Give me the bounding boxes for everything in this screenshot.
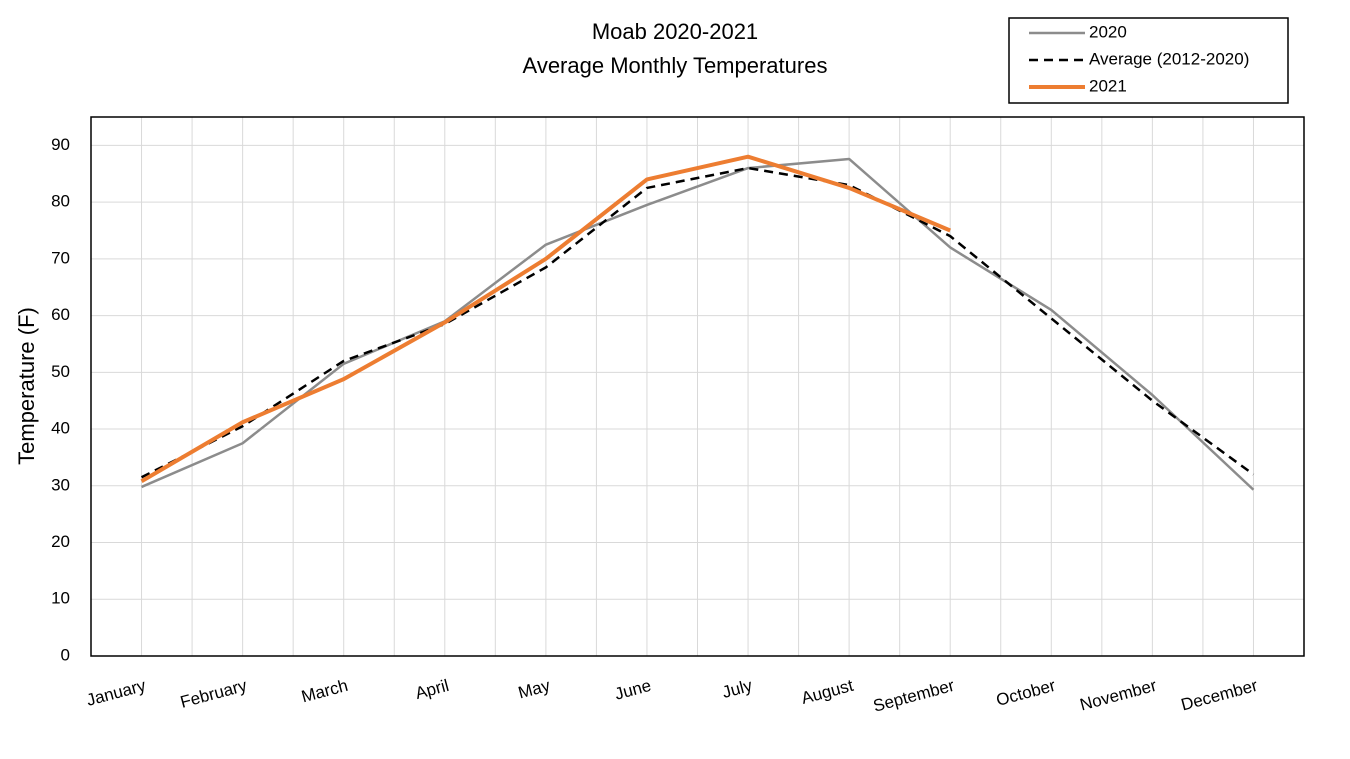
y-tick-label: 40 xyxy=(51,419,70,438)
x-tick-label: July xyxy=(720,676,755,702)
line-series xyxy=(141,157,1255,491)
y-tick-label: 20 xyxy=(51,532,70,551)
y-tick-label: 30 xyxy=(51,475,70,494)
line-series xyxy=(140,166,1255,479)
y-tick-label: 0 xyxy=(61,645,70,664)
x-tick-label: April xyxy=(413,676,451,703)
legend-label: Average (2012-2020) xyxy=(1089,49,1249,68)
y-axis-label: Temperature (F) xyxy=(14,307,39,465)
y-tick-label: 80 xyxy=(51,192,70,211)
x-tick-label: March xyxy=(299,676,350,707)
legend-label: 2021 xyxy=(1089,76,1127,95)
y-tick-label: 50 xyxy=(51,362,70,381)
chart-subtitle: Average Monthly Temperatures xyxy=(523,53,828,78)
plot-border xyxy=(90,116,1305,657)
x-tick-label: October xyxy=(994,676,1058,710)
x-tick-label: August xyxy=(799,676,855,708)
x-tick-label: June xyxy=(613,676,654,704)
x-tick-label: November xyxy=(1078,676,1159,715)
x-tick-label: December xyxy=(1179,676,1260,715)
x-tick-label: September xyxy=(871,676,957,716)
x-tick-label: May xyxy=(516,676,552,703)
y-tick-label: 10 xyxy=(51,589,70,608)
y-tick-label: 70 xyxy=(51,248,70,267)
y-tick-label: 90 xyxy=(51,135,70,154)
x-tick-label: January xyxy=(84,676,148,710)
legend-label: 2020 xyxy=(1089,22,1127,41)
y-tick-label: 60 xyxy=(51,305,70,324)
line-series xyxy=(140,154,951,483)
chart-title: Moab 2020-2021 xyxy=(592,19,758,44)
x-tick-label: February xyxy=(178,676,249,712)
